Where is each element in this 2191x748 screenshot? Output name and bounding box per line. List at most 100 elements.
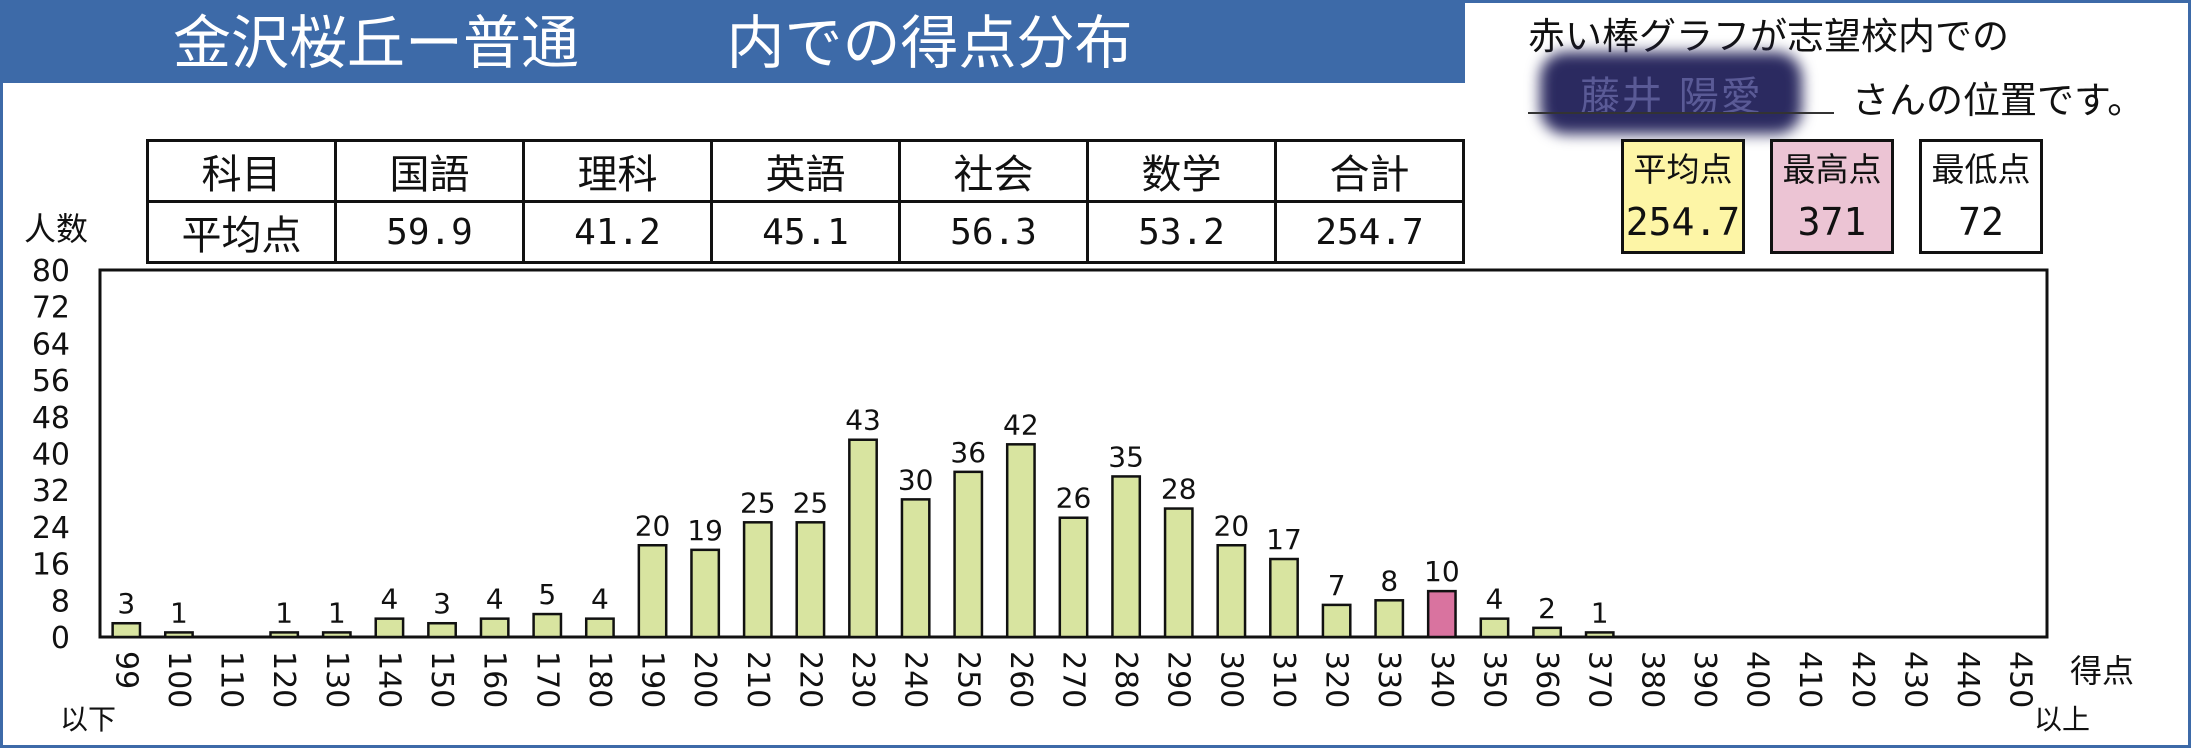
y-tick-label: 48 xyxy=(32,401,70,436)
data-label: 7 xyxy=(1328,569,1346,602)
title-rest: 内での得点分布 xyxy=(726,9,1133,77)
data-label: 1 xyxy=(170,596,188,629)
x-tick-label: 320 xyxy=(1319,651,1354,708)
bar xyxy=(1532,626,1563,639)
bar xyxy=(427,621,457,639)
first-category-note: 以下 xyxy=(60,703,117,736)
average-score-value: 254.7 xyxy=(1625,200,1741,244)
x-tick-label: 120 xyxy=(266,651,301,708)
data-label: 42 xyxy=(1003,408,1039,441)
student-name-redaction xyxy=(1540,52,1802,134)
bar xyxy=(1321,603,1352,639)
data-label: 4 xyxy=(381,583,399,616)
avg-sugaku: 53.2 xyxy=(1086,200,1277,264)
data-label: 1 xyxy=(275,596,293,629)
x-tick-label: 410 xyxy=(1792,651,1827,708)
x-tick-label: 390 xyxy=(1687,651,1722,708)
data-label: 4 xyxy=(1486,583,1504,616)
bar xyxy=(1058,516,1089,639)
data-label: 43 xyxy=(845,404,881,437)
y-tick-label: 24 xyxy=(32,511,70,546)
avg-kokugo: 59.9 xyxy=(334,200,525,264)
subject-shakai: 社会 xyxy=(898,139,1089,203)
bar xyxy=(637,544,668,639)
x-tick-label: 280 xyxy=(1108,651,1143,708)
subject-sugaku: 数学 xyxy=(1086,139,1277,203)
x-axis-label: 得点 xyxy=(2070,652,2135,690)
y-tick-label: 16 xyxy=(32,548,70,583)
x-tick-label: 380 xyxy=(1634,651,1669,708)
data-label: 26 xyxy=(1056,482,1092,515)
x-tick-label: 190 xyxy=(635,651,670,708)
x-tick-label: 300 xyxy=(1213,651,1248,708)
bar xyxy=(1163,507,1194,639)
y-tick-label: 32 xyxy=(32,474,70,509)
max-score-label: 最高点 xyxy=(1782,150,1882,189)
average-score-label: 平均点 xyxy=(1633,150,1733,189)
page-title: 金沢桜丘ー普通 内での得点分布 xyxy=(3,3,1465,83)
bar xyxy=(1374,599,1405,639)
bar xyxy=(742,521,773,639)
x-tick-label: 150 xyxy=(424,651,459,708)
table-average-row: 平均点 59.9 41.2 45.1 56.3 53.2 254.7 xyxy=(146,200,1465,264)
title-school: 金沢桜丘ー普通 xyxy=(173,9,580,77)
data-label: 30 xyxy=(898,463,934,496)
x-tick-label: 180 xyxy=(582,651,617,708)
x-tick-label: 200 xyxy=(687,651,722,708)
y-tick-label: 8 xyxy=(51,584,70,619)
y-tick-label: 0 xyxy=(51,621,70,656)
data-label: 4 xyxy=(591,583,609,616)
x-tick-label: 360 xyxy=(1529,651,1564,708)
x-tick-label: 100 xyxy=(161,651,196,708)
bar xyxy=(900,498,931,639)
bar xyxy=(1216,544,1247,639)
x-tick-label: 220 xyxy=(792,651,827,708)
last-category-note: 以上 xyxy=(2034,703,2091,736)
bar xyxy=(1005,443,1036,639)
bar xyxy=(1479,617,1510,639)
bar xyxy=(164,631,194,639)
avg-shakai: 56.3 xyxy=(898,200,1089,264)
y-tick-label: 72 xyxy=(32,291,70,326)
data-label: 3 xyxy=(117,587,135,620)
data-label: 5 xyxy=(538,578,556,611)
x-tick-label: 290 xyxy=(1161,651,1196,708)
max-score-value: 371 xyxy=(1797,200,1867,244)
x-tick-label: 430 xyxy=(1897,651,1932,708)
bar-highlight xyxy=(1426,589,1457,639)
bar xyxy=(269,631,300,639)
data-label: 25 xyxy=(793,486,829,519)
bar xyxy=(532,612,563,639)
data-label: 20 xyxy=(1214,509,1250,542)
x-tick-label: 270 xyxy=(1056,651,1091,708)
y-tick-label: 56 xyxy=(32,364,70,399)
bar xyxy=(321,631,352,639)
subject-kokugo: 国語 xyxy=(334,139,525,203)
avg-eigo: 45.1 xyxy=(710,200,901,264)
x-tick-label: 170 xyxy=(529,651,564,708)
x-tick-label: 210 xyxy=(740,651,775,708)
subject-eigo: 英語 xyxy=(710,139,901,203)
x-tick-label: 250 xyxy=(950,651,985,708)
table-header-row: 科目 国語 理科 英語 社会 数学 合計 xyxy=(146,139,1465,203)
table-header-label: 科目 xyxy=(146,139,337,203)
x-tick-label: 340 xyxy=(1424,651,1459,708)
subject-total: 合計 xyxy=(1274,139,1465,203)
x-tick-label: 370 xyxy=(1582,651,1617,708)
x-tick-label: 110 xyxy=(214,651,249,708)
average-score-table: 科目 国語 理科 英語 社会 数学 合計 平均点 59.9 41.2 45.1 … xyxy=(146,139,1465,264)
note-line1: 赤い棒グラフが志望校内での xyxy=(1528,15,2009,58)
avg-total: 254.7 xyxy=(1274,200,1465,264)
x-tick-label: 140 xyxy=(371,651,406,708)
x-tick-label: 130 xyxy=(319,651,354,708)
data-label: 1 xyxy=(328,596,346,629)
data-label: 35 xyxy=(1108,440,1144,473)
data-label: 25 xyxy=(740,486,776,519)
x-tick-label: 440 xyxy=(1950,651,1985,708)
x-tick-label: 99 xyxy=(108,651,143,689)
data-label: 19 xyxy=(687,514,723,547)
data-label: 17 xyxy=(1266,523,1302,556)
data-label: 20 xyxy=(635,509,671,542)
